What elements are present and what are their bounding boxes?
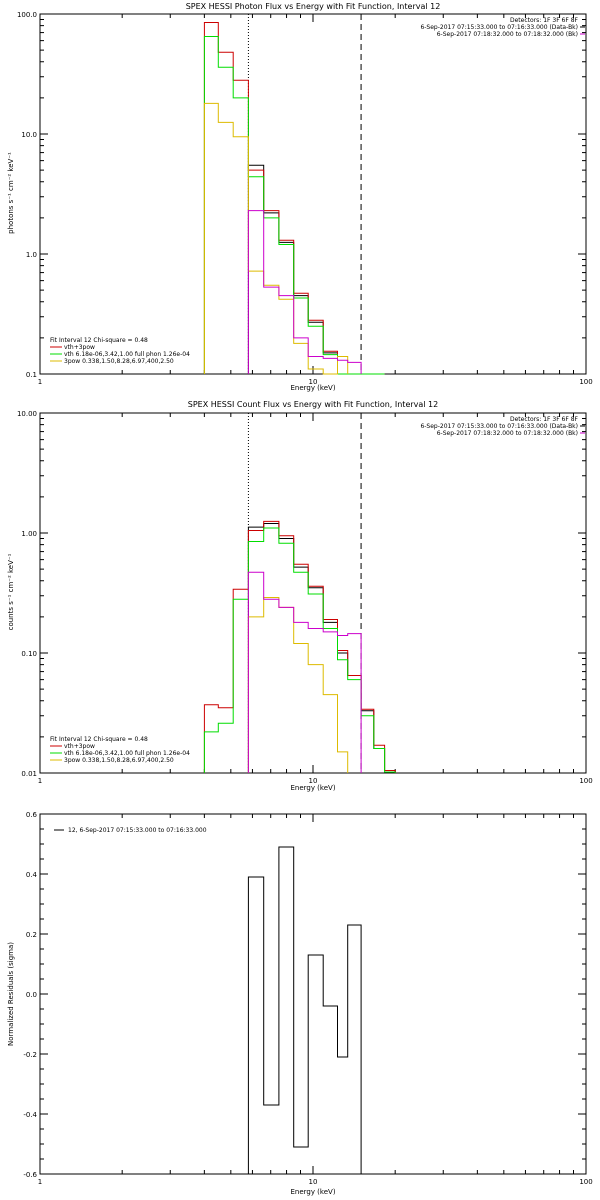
photon-flux-legend-text: vth 6.18e-06,3.42,1.00 full phon 1.26e-0… [64,351,190,358]
count-flux-title: SPEX HESSI Count Flux vs Energy with Fit… [188,400,439,409]
photon-flux-title: SPEX HESSI Photon Flux vs Energy with Fi… [186,2,441,11]
residuals-y-tick-label: 0.0 [26,991,37,999]
photon-flux-header-line: 6-Sep-2017 07:15:33.000 to 07:16:33.000 … [420,24,578,31]
count-flux-header-line: 6-Sep-2017 07:15:33.000 to 07:16:33.000 … [420,423,578,430]
count-flux-xlabel: Energy (keV) [290,784,335,792]
residuals-x-tick-label: 1 [38,1178,42,1186]
residuals-y-tick-label: 0.2 [26,931,37,939]
count-flux-series-0 [247,523,396,773]
residuals-y-tick-label: 0.4 [26,871,38,879]
count-flux-x-tick-label: 100 [579,777,592,785]
photon-flux-series-1 [203,22,385,375]
count-flux-series-2 [203,527,396,773]
photon-flux-y-tick-label: 10.0 [21,131,37,139]
count-flux-series-4 [247,571,362,773]
photon-flux-series-2 [203,36,385,375]
photon-flux-series-0 [247,164,385,375]
residuals-ylabel: Normalized Residuals (sigma) [7,942,15,1046]
count-flux-header-line: 6-Sep-2017 07:18:32.000 to 07:18:32.000 … [437,430,578,437]
residuals-x-tick-label: 100 [579,1178,592,1186]
photon-flux-y-tick-label: 1.0 [26,251,37,259]
residuals-series-0 [247,846,362,1174]
photon-flux-legend-text: Fit Interval 12 Chi-square = 0.48 [50,337,148,344]
residuals-legend-text: 12, 6-Sep-2017 07:15:33.000 to 07:16:33.… [68,827,207,834]
count-flux-series-3 [247,597,349,773]
photon-flux-x-tick-label: 100 [579,378,592,386]
count-flux-legend-text: Fit Interval 12 Chi-square = 0.48 [50,736,148,743]
residuals-y-tick-label: -0.4 [23,1111,37,1119]
count-flux-x-tick-label: 10 [309,777,318,785]
photon-flux-x-tick-label: 1 [38,378,42,386]
photon-flux-y-tick-label: 0.1 [26,371,37,379]
residuals-y-tick-label: -0.6 [23,1171,37,1179]
residuals-x-tick-label: 10 [309,1178,318,1186]
count-flux-panel: SPEX HESSI Count Flux vs Energy with Fit… [7,400,593,792]
count-flux-legend-text: vth 6.18e-06,3.42,1.00 full phon 1.26e-0… [64,750,190,757]
count-flux-legend-text: vth+3pow [64,743,95,750]
count-flux-x-tick-label: 1 [38,777,42,785]
residuals-plot-frame [39,813,587,1175]
count-flux-plot-frame [39,412,587,774]
photon-flux-legend-text: vth+3pow [64,344,95,351]
photon-flux-legend-text: 3pow 0.338,1.50,8.28,6.97,400,2.50 [64,358,174,365]
photon-flux-series-3 [203,102,349,375]
count-flux-y-tick-label: 0.10 [21,650,37,658]
photon-flux-series-4 [247,210,362,374]
residuals-y-tick-label: -0.2 [23,1051,37,1059]
photon-flux-x-tick-label: 10 [309,378,318,386]
residuals-panel: Energy (keV) Normalized Residuals (sigma… [7,811,593,1196]
count-flux-legend-text: 3pow 0.338,1.50,8.28,6.97,400,2.50 [64,757,174,764]
count-flux-ylabel: counts s⁻¹ cm⁻² keV⁻¹ [7,553,15,630]
photon-flux-y-tick-label: 100.0 [17,11,37,19]
count-flux-y-tick-label: 0.01 [21,770,37,778]
photon-flux-xlabel: Energy (keV) [290,384,335,392]
photon-flux-header-line: 6-Sep-2017 07:18:32.000 to 07:18:32.000 … [437,31,578,38]
count-flux-y-tick-label: 10.00 [17,410,37,418]
residuals-y-tick-label: 0.6 [26,811,38,819]
photon-flux-ylabel: photons s⁻¹ cm⁻² keV⁻¹ [7,152,15,234]
residuals-xlabel: Energy (keV) [290,1188,335,1196]
photon-flux-header-line: Detectors: 1F 3F 6F 8F [510,17,579,24]
count-flux-y-tick-label: 1.00 [21,530,37,538]
photon-flux-panel: SPEX HESSI Photon Flux vs Energy with Fi… [7,2,593,392]
count-flux-header-line: Detectors: 1F 3F 6F 8F [510,416,579,423]
